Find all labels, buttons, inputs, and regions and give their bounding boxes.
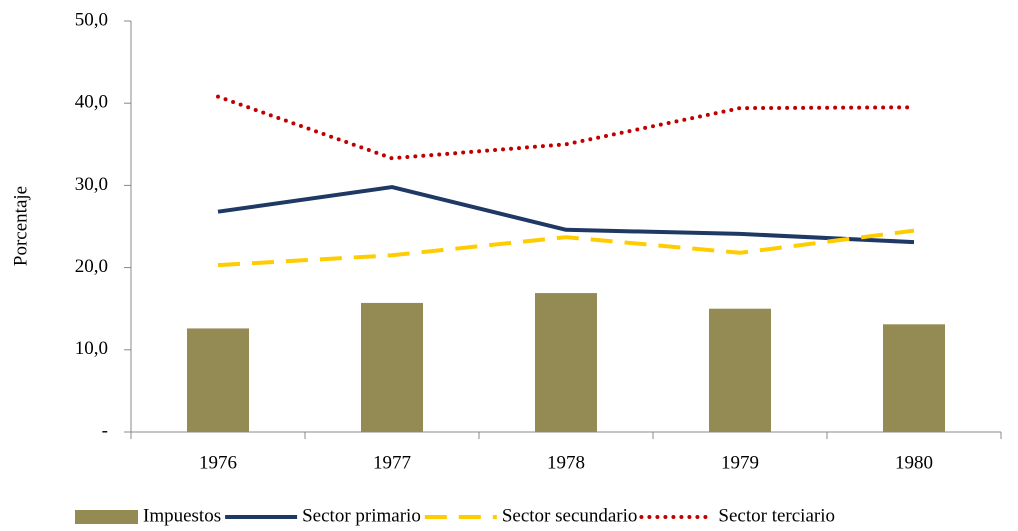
y-tick-label: 30,0 [75, 174, 108, 195]
x-tick-label: 1976 [199, 452, 237, 473]
y-tick-label: 20,0 [75, 256, 108, 277]
y-tick-label: 40,0 [75, 92, 108, 113]
x-tick-label: 1977 [373, 452, 411, 473]
bar [535, 293, 597, 432]
bar [883, 324, 945, 432]
y-axis-label: Porcentaje [10, 186, 31, 266]
y-tick-label: 10,0 [75, 338, 108, 359]
legend-label: Sector terciario [718, 505, 835, 526]
x-tick-label: 1978 [547, 452, 585, 473]
bar [187, 328, 249, 432]
line [216, 94, 916, 161]
bar [709, 308, 771, 432]
bar [361, 302, 423, 432]
legend-swatch [75, 510, 138, 524]
x-tick-label: 1979 [721, 452, 759, 473]
line [217, 228, 915, 268]
x-tick-label: 1980 [895, 452, 933, 473]
y-tick-label: 50,0 [75, 9, 108, 30]
line [217, 185, 915, 245]
y-tick-label: - [102, 420, 108, 441]
legend-label: Sector primario [302, 505, 421, 526]
legend-label: Sector secundario [502, 505, 638, 526]
legend-label: Impuestos [143, 505, 221, 526]
